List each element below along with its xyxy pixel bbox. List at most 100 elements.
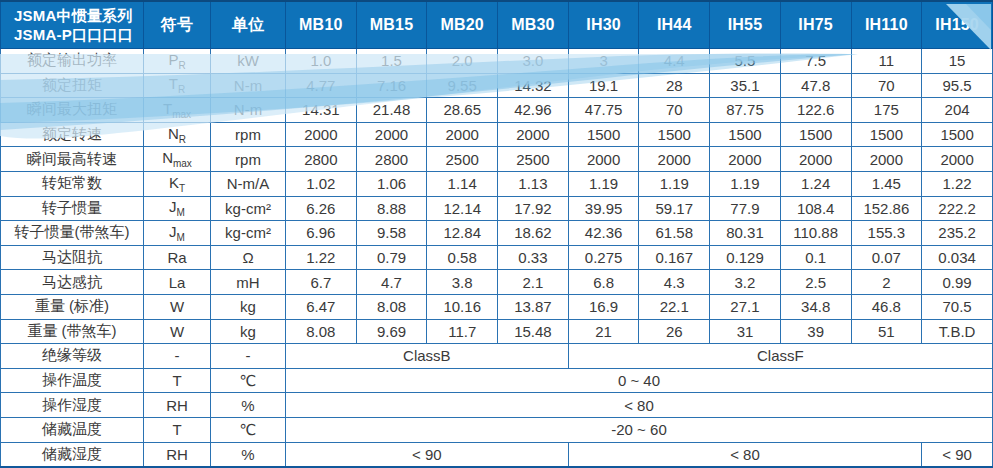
table-row: 重量 (标准)Wkg6.478.0810.1613.8716.922.127.1… <box>1 294 993 319</box>
spec-value: 2.5 <box>780 270 851 295</box>
spec-value: 1.19 <box>710 171 781 196</box>
spec-value: 0.58 <box>427 245 498 270</box>
spec-value: 28.65 <box>427 98 498 123</box>
spec-value: 80.31 <box>710 221 781 246</box>
spec-label: 瞬间最高转速 <box>1 147 144 172</box>
spec-symbol: Ra <box>144 245 211 270</box>
spec-value: 4.7 <box>356 270 427 295</box>
spec-value: 0.167 <box>639 245 710 270</box>
spec-value: 222.2 <box>922 196 993 221</box>
spec-value: 1500 <box>780 122 851 147</box>
spec-unit: kg-cm² <box>211 196 286 221</box>
motor-spec-table: JSMA中惯量系列 JSMA-P口口口口 符号 单位 MB10MB15MB20M… <box>0 2 993 468</box>
spec-value: 21 <box>568 319 639 344</box>
spec-value: 77.9 <box>710 196 781 221</box>
spec-value: 2.1 <box>498 270 569 295</box>
symbol-subscript: max <box>172 109 191 120</box>
spec-value: 7.16 <box>356 73 427 98</box>
spec-value: 3.8 <box>427 270 498 295</box>
spec-value: 2000 <box>922 147 993 172</box>
spec-value: 8.08 <box>286 319 357 344</box>
spec-label: 储藏湿度 <box>1 442 144 468</box>
model-column-header-mb30: MB30 <box>498 2 569 49</box>
spec-symbol: W <box>144 319 211 344</box>
spec-value: 3.2 <box>710 270 781 295</box>
spec-value: 1.19 <box>568 171 639 196</box>
spec-symbol: TR <box>144 73 211 98</box>
spec-span-value: < 80 <box>286 393 993 418</box>
spec-span-value: -20 ~ 60 <box>286 417 993 442</box>
spec-value: 1500 <box>568 122 639 147</box>
spec-unit: N-m <box>211 98 286 123</box>
spec-span-value: < 80 <box>568 442 921 468</box>
spec-value: 47.8 <box>780 73 851 98</box>
spec-label: 操作温度 <box>1 368 144 393</box>
spec-value: 16.9 <box>568 294 639 319</box>
spec-value: 18.62 <box>498 221 569 246</box>
spec-value: 1.02 <box>286 171 357 196</box>
symbol-base: T <box>172 421 181 438</box>
spec-symbol: T <box>144 417 211 442</box>
spec-unit: - <box>211 344 286 369</box>
spec-value: 6.47 <box>286 294 357 319</box>
spec-value: 2000 <box>427 122 498 147</box>
spec-span-value: 0 ~ 40 <box>286 368 993 393</box>
symbol-base: La <box>169 274 186 291</box>
spec-value: 21.48 <box>356 98 427 123</box>
spec-value: 122.6 <box>780 98 851 123</box>
spec-value: 51 <box>851 319 922 344</box>
spec-label: 绝缘等级 <box>1 344 144 369</box>
spec-value: 13.87 <box>498 294 569 319</box>
spec-label: 转矩常数 <box>1 171 144 196</box>
spec-value: 6.8 <box>568 270 639 295</box>
spec-unit: % <box>211 393 286 418</box>
spec-value: 3.0 <box>498 49 569 74</box>
spec-value: 1500 <box>851 122 922 147</box>
spec-symbol: RH <box>144 442 211 468</box>
spec-unit: Ω <box>211 245 286 270</box>
symbol-subscript: R <box>178 84 185 95</box>
unit-column-header: 单位 <box>211 2 286 49</box>
spec-table-body: 额定输出功率PRkW1.01.52.03.034.45.57.51115额定扭矩… <box>1 49 993 468</box>
spec-value: T.B.D <box>922 319 993 344</box>
spec-value: 2 <box>851 270 922 295</box>
spec-value: 0.1 <box>780 245 851 270</box>
spec-value: 47.75 <box>568 98 639 123</box>
spec-value: 6.26 <box>286 196 357 221</box>
spec-value: 1.19 <box>639 171 710 196</box>
symbol-base: T <box>172 372 181 389</box>
spec-value: 2000 <box>851 147 922 172</box>
spec-unit: ℃ <box>211 417 286 442</box>
spec-value: 61.58 <box>639 221 710 246</box>
spec-value: 1500 <box>922 122 993 147</box>
symbol-base: Ra <box>167 249 186 266</box>
spec-value: 70.5 <box>922 294 993 319</box>
spec-value: 175 <box>851 98 922 123</box>
spec-unit: ℃ <box>211 368 286 393</box>
table-row: 储藏温度T℃-20 ~ 60 <box>1 417 993 442</box>
spec-value: 2000 <box>356 122 427 147</box>
spec-table-head: JSMA中惯量系列 JSMA-P口口口口 符号 单位 MB10MB15MB20M… <box>1 2 993 49</box>
symbol-subscript: T <box>179 183 185 194</box>
spec-value: 0.034 <box>922 245 993 270</box>
spec-value: 2000 <box>568 147 639 172</box>
symbol-subscript: M <box>177 232 185 243</box>
spec-value: 39 <box>780 319 851 344</box>
spec-value: 7.5 <box>780 49 851 74</box>
spec-value: 35.1 <box>710 73 781 98</box>
spec-value: 1.45 <box>851 171 922 196</box>
spec-value: 12.84 <box>427 221 498 246</box>
spec-value: 2000 <box>498 122 569 147</box>
table-row: 储藏湿度RH%< 90< 80< 90 <box>1 442 993 468</box>
spec-value: 17.92 <box>498 196 569 221</box>
model-column-header-ih110: IH110 <box>851 2 922 49</box>
spec-value: 1.22 <box>286 245 357 270</box>
spec-value: 1.06 <box>356 171 427 196</box>
spec-value: 2.0 <box>427 49 498 74</box>
spec-symbol: Nmax <box>144 147 211 172</box>
series-title-line1: JSMA中惯量系列 <box>14 6 143 26</box>
table-row: 额定输出功率PRkW1.01.52.03.034.45.57.51115 <box>1 49 993 74</box>
spec-label: 额定转速 <box>1 122 144 147</box>
header-row: JSMA中惯量系列 JSMA-P口口口口 符号 单位 MB10MB15MB20M… <box>1 2 993 49</box>
spec-label: 重量 (标准) <box>1 294 144 319</box>
